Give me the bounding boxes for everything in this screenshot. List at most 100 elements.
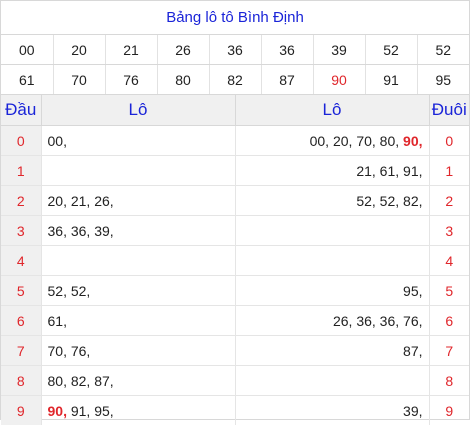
loto-number: 39, <box>403 403 422 419</box>
header-duoi: Đuôi <box>429 95 469 126</box>
lo-left-cell: 00, <box>41 126 235 156</box>
dau-cell: 6 <box>1 306 41 336</box>
lo-left-cell <box>41 156 235 186</box>
loto-number: 20, <box>333 133 352 149</box>
result-number: 95 <box>417 65 469 95</box>
lo-left-cell: 52, 52, <box>41 276 235 306</box>
lo-left-cell: 70, 76, <box>41 336 235 366</box>
lo-right-cell <box>235 246 429 276</box>
loto-number: 82, <box>71 373 90 389</box>
lo-right-cell: 87, <box>235 336 429 366</box>
loto-number: 26, <box>333 313 352 329</box>
loto-number: 80, <box>48 373 67 389</box>
duoi-cell: 2 <box>429 186 469 216</box>
dau-cell: 2 <box>1 186 41 216</box>
dau-cell: 1 <box>1 156 41 186</box>
duoi-cell: 8 <box>429 366 469 396</box>
lo-left-cell: 90, 91, 95, <box>41 396 235 425</box>
result-number: 70 <box>53 65 105 95</box>
loto-number: 00, <box>48 133 67 149</box>
loto-number: 61, <box>380 163 399 179</box>
loto-number: 26, <box>94 193 113 209</box>
board-title: Bảng lô tô Bình Định <box>1 1 469 35</box>
lo-left-cell: 61, <box>41 306 235 336</box>
result-number: 36 <box>209 35 261 65</box>
lo-right-cell: 21, 61, 91, <box>235 156 429 186</box>
loto-number: 21, <box>356 163 375 179</box>
dau-cell: 8 <box>1 366 41 396</box>
loto-number: 36, <box>71 223 90 239</box>
loto-number: 95, <box>403 283 422 299</box>
lo-left-cell: 36, 36, 39, <box>41 216 235 246</box>
loto-number: 91, <box>403 163 422 179</box>
loto-number: 52, <box>48 283 67 299</box>
loto-number: 82, <box>403 193 422 209</box>
dau-cell: 9 <box>1 396 41 425</box>
result-number: 91 <box>365 65 417 95</box>
dau-cell: 5 <box>1 276 41 306</box>
result-number: 52 <box>365 35 417 65</box>
lo-right-cell: 95, <box>235 276 429 306</box>
dau-cell: 7 <box>1 336 41 366</box>
loto-number: 95, <box>94 403 113 419</box>
result-number: 87 <box>261 65 313 95</box>
result-number: 39 <box>313 35 365 65</box>
dau-cell: 0 <box>1 126 41 156</box>
loto-number: 36, <box>48 223 67 239</box>
result-number: 90 <box>313 65 365 95</box>
loto-number: 80, <box>380 133 399 149</box>
loto-number: 70, <box>356 133 375 149</box>
duoi-cell: 9 <box>429 396 469 425</box>
loto-number: 52, <box>71 283 90 299</box>
result-number: 00 <box>1 35 53 65</box>
loto-number: 20, <box>48 193 67 209</box>
result-number: 76 <box>105 65 157 95</box>
loto-number: 52, <box>356 193 375 209</box>
loto-number: 70, <box>48 343 67 359</box>
loto-number: 91, <box>71 403 90 419</box>
loto-number: 36, <box>380 313 399 329</box>
result-number: 21 <box>105 35 157 65</box>
lo-right-cell <box>235 216 429 246</box>
loto-number: 76, <box>71 343 90 359</box>
duoi-cell: 1 <box>429 156 469 186</box>
dau-cell: 3 <box>1 216 41 246</box>
dau-cell: 4 <box>1 246 41 276</box>
lo-right-cell <box>235 366 429 396</box>
header-lo-left: Lô <box>41 95 235 126</box>
lo-right-cell: 00, 20, 70, 80, 90, <box>235 126 429 156</box>
lo-left-cell: 20, 21, 26, <box>41 186 235 216</box>
loto-number: 90, <box>403 133 422 149</box>
loto-number: 87, <box>94 373 113 389</box>
result-number: 36 <box>261 35 313 65</box>
result-number: 26 <box>157 35 209 65</box>
lo-left-cell: 80, 82, 87, <box>41 366 235 396</box>
lo-right-cell: 39, <box>235 396 429 425</box>
header-lo-right: Lô <box>235 95 429 126</box>
header-dau: Đầu <box>1 95 41 126</box>
duoi-cell: 6 <box>429 306 469 336</box>
lo-left-cell <box>41 246 235 276</box>
duoi-cell: 0 <box>429 126 469 156</box>
loto-header-row: Đầu Lô Lô Đuôi <box>1 95 469 126</box>
loto-number: 21, <box>71 193 90 209</box>
loto-number: 61, <box>48 313 67 329</box>
duoi-cell: 5 <box>429 276 469 306</box>
loto-number: 90, <box>48 403 67 419</box>
result-number: 80 <box>157 65 209 95</box>
duoi-cell: 7 <box>429 336 469 366</box>
loto-number: 00, <box>310 133 329 149</box>
